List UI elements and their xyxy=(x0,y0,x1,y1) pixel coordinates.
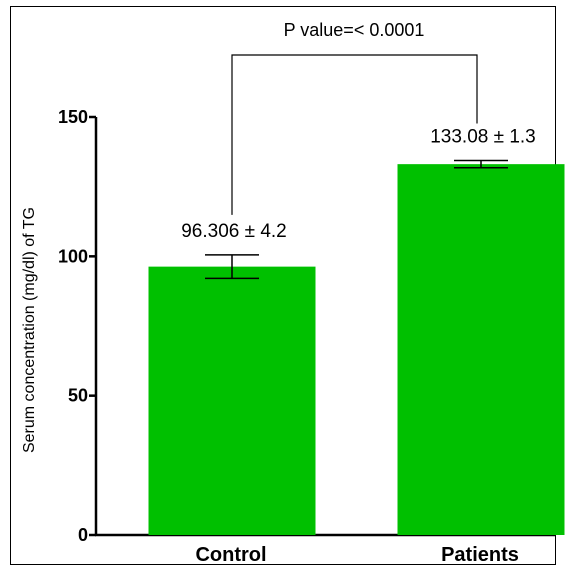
p-value-annotation: P value=< 0.0001 xyxy=(284,20,425,40)
y-tick-label: 50 xyxy=(68,386,88,406)
significance-bracket xyxy=(231,54,478,215)
y-tick-label: 100 xyxy=(58,246,88,266)
data-label: 96.306 ± 4.2 xyxy=(181,221,287,242)
y-tick-label: 150 xyxy=(58,107,88,127)
data-label: 133.08 ± 1.3 xyxy=(430,127,536,148)
bar xyxy=(148,266,316,535)
bars xyxy=(148,159,565,536)
x-category-label: Control xyxy=(195,544,266,566)
y-tick-label: 0 xyxy=(78,525,88,545)
bar xyxy=(397,164,565,536)
labels: 96.306 ± 4.2 Control 133.08 ± 1.3 Patients P… xyxy=(181,20,536,566)
x-category-label: Patients xyxy=(441,544,519,566)
y-axis-label: Serum concentration (mg/dl) of TG xyxy=(21,207,38,453)
